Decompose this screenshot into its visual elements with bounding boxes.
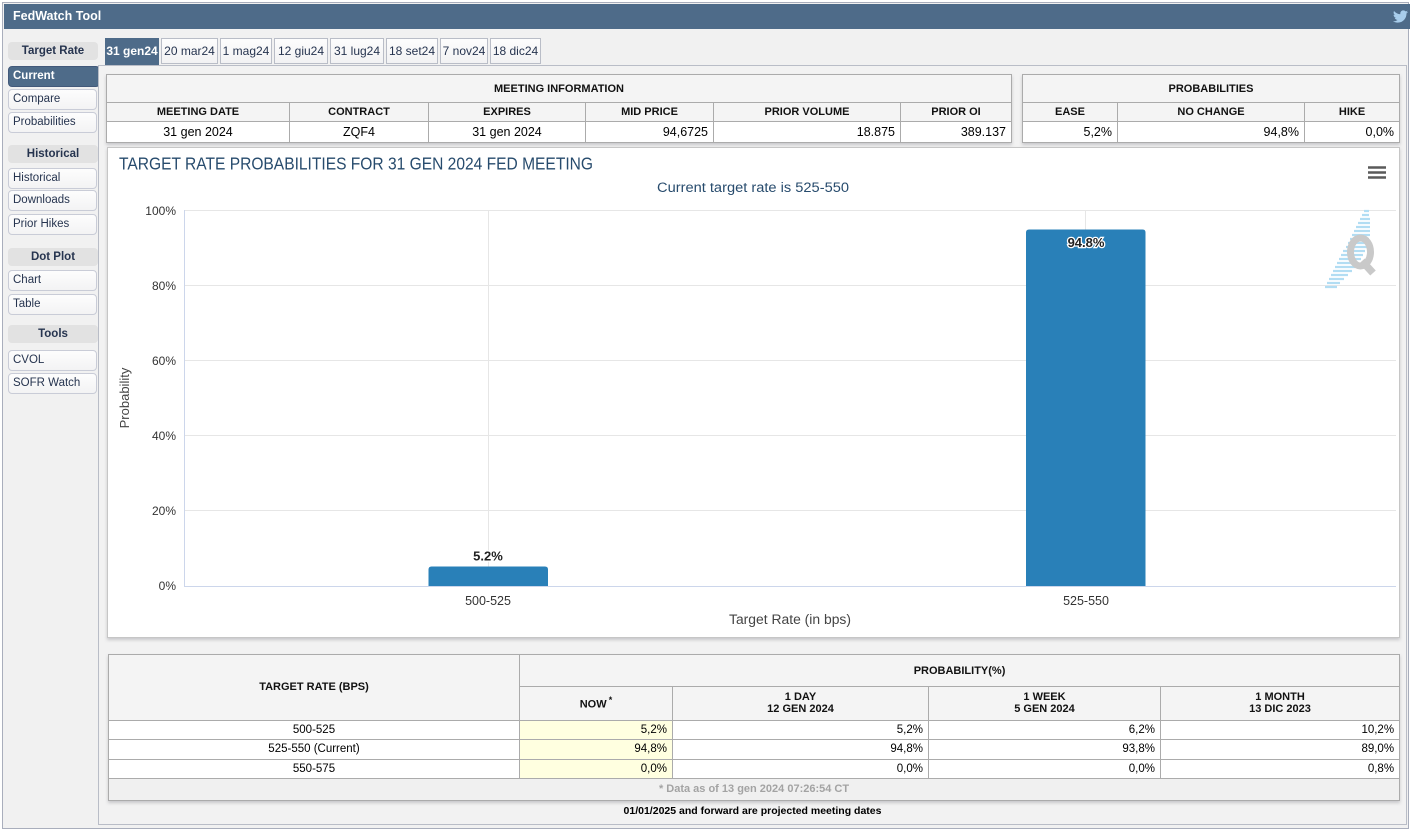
- svg-text:500-525: 500-525: [465, 594, 511, 608]
- svg-text:40%: 40%: [152, 429, 176, 443]
- svg-text:20%: 20%: [152, 504, 176, 518]
- svg-text:60%: 60%: [152, 354, 176, 368]
- svg-text:100%: 100%: [145, 204, 176, 218]
- svg-text:80%: 80%: [152, 279, 176, 293]
- svg-text:525-550: 525-550: [1063, 594, 1109, 608]
- svg-text:94.8%: 94.8%: [1068, 235, 1105, 250]
- svg-text:5.2%: 5.2%: [473, 549, 503, 564]
- svg-text:Probability: Probability: [117, 367, 132, 428]
- svg-text:Current target rate is 525-550: Current target rate is 525-550: [657, 180, 849, 195]
- svg-text:TARGET RATE PROBABILITIES FOR: TARGET RATE PROBABILITIES FOR 31 GEN 202…: [119, 154, 593, 174]
- svg-text:Target Rate (in bps): Target Rate (in bps): [729, 612, 851, 627]
- svg-text:0%: 0%: [159, 579, 177, 593]
